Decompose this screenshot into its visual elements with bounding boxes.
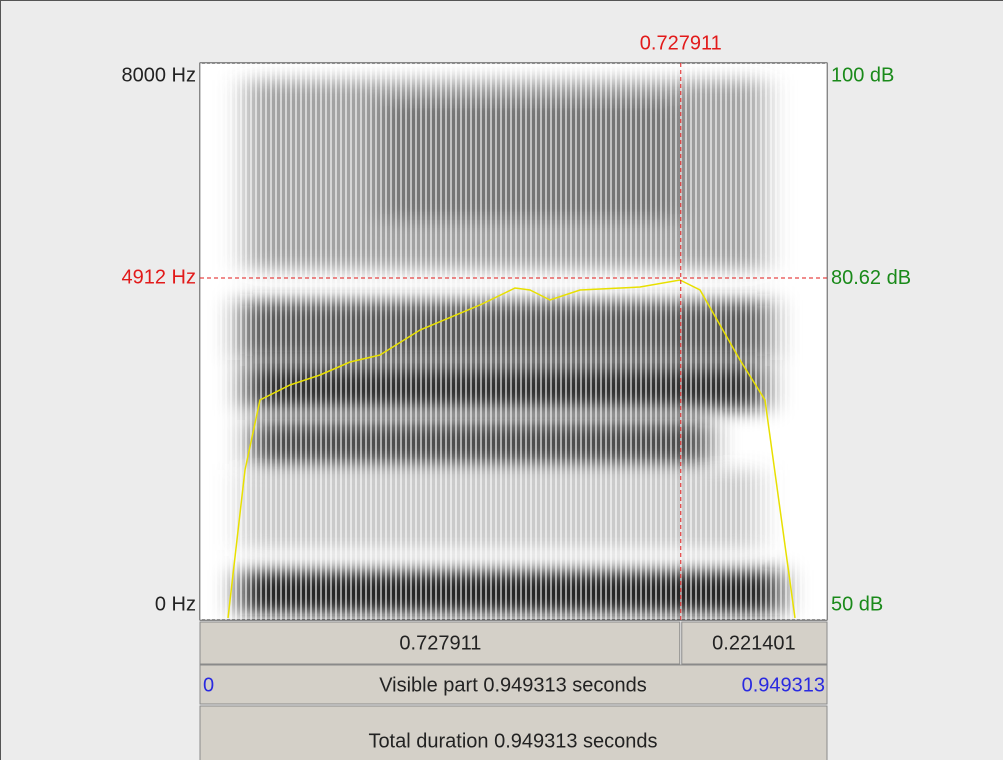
freq-bottom-label: 0 Hz	[155, 593, 196, 615]
db-cursor-label: 80.62 dB	[831, 267, 911, 289]
left-part-label: 0.727911	[399, 632, 481, 654]
db-top-label: 100 dB	[831, 64, 894, 86]
visible-part-label: Visible part 0.949313 seconds	[379, 674, 647, 696]
total-duration-label: Total duration 0.949313 seconds	[368, 730, 657, 752]
freq-top-label: 8000 Hz	[122, 64, 197, 86]
right-part-label: 0.221401	[712, 632, 795, 654]
cursor-time-label: 0.727911	[640, 32, 722, 54]
visible-start: 0	[203, 674, 214, 696]
db-bottom-label: 50 dB	[831, 593, 883, 615]
freq-cursor-label: 4912 Hz	[122, 266, 197, 288]
intensity-curve	[227, 279, 796, 619]
left-part-button[interactable]	[199, 621, 681, 665]
right-part-button[interactable]	[681, 621, 828, 665]
spectrogram	[200, 63, 827, 620]
visible-end: 0.949313	[742, 674, 825, 696]
visible-part-button[interactable]	[199, 664, 828, 705]
spacer	[0, 665, 198, 704]
total-duration-button[interactable]	[199, 705, 828, 760]
